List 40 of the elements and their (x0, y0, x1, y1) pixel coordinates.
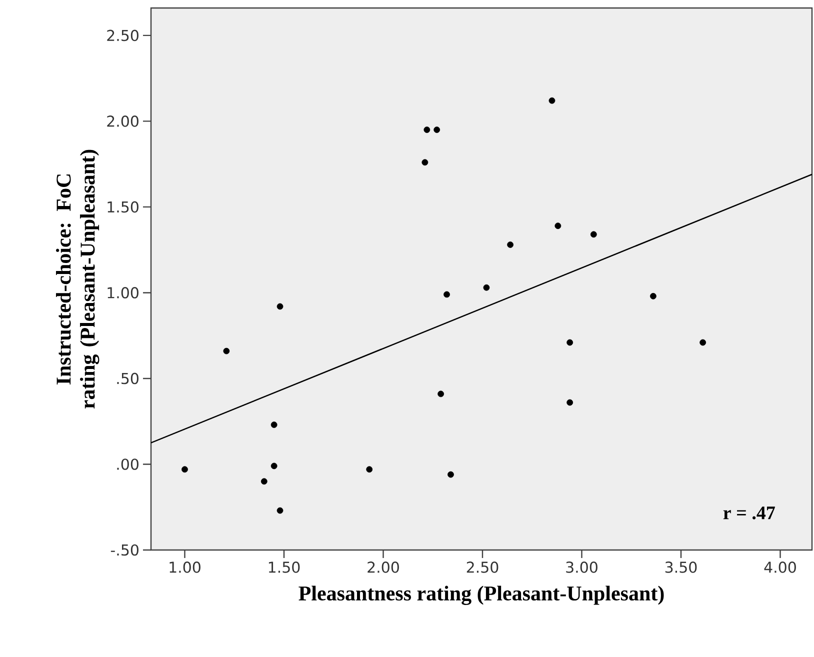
x-tick-label: 4.00 (764, 562, 796, 573)
point (483, 284, 490, 291)
y-tick-label: .50 (117, 372, 138, 384)
point (566, 399, 574, 406)
x-tick-label: 3.50 (665, 562, 697, 573)
point (566, 339, 574, 346)
point (366, 466, 373, 473)
y-tick-label: -.50 (110, 544, 138, 556)
point (590, 231, 597, 238)
y-tick-label: .00 (117, 458, 138, 470)
x-tick-label: 2.00 (368, 562, 399, 573)
y-tick-label: 1.50 (108, 201, 138, 213)
point (276, 507, 284, 514)
point (422, 159, 428, 166)
y-axis-title: Instructed-choice: FoC rating (Pleasant-Unpleasant) (56, 150, 100, 409)
y-tick-label: 1.00 (108, 287, 138, 298)
x-tick-label: 1.50 (268, 562, 300, 573)
point (438, 390, 444, 398)
point (444, 291, 450, 298)
x-tick-label: 1.00 (170, 562, 200, 573)
y-tick-label: 2.00 (107, 116, 138, 127)
point (554, 222, 562, 230)
point (507, 241, 514, 248)
point (700, 339, 706, 346)
point (276, 303, 284, 310)
point (424, 126, 430, 133)
point (650, 292, 656, 300)
point (548, 97, 556, 104)
x-tick-label: 2.50 (466, 562, 498, 573)
y-tick-label: 2.50 (107, 30, 138, 42)
x-axis-title: Pleasantness rating (Pleasant-Unplesant) (298, 586, 664, 605)
point (270, 422, 278, 428)
point (434, 126, 440, 133)
point (223, 348, 230, 354)
point (270, 462, 278, 470)
annotation: r = .47 (723, 506, 775, 520)
point (182, 466, 188, 473)
point (260, 478, 268, 485)
x-tick-label: 3.00 (566, 562, 598, 573)
point (448, 471, 454, 478)
